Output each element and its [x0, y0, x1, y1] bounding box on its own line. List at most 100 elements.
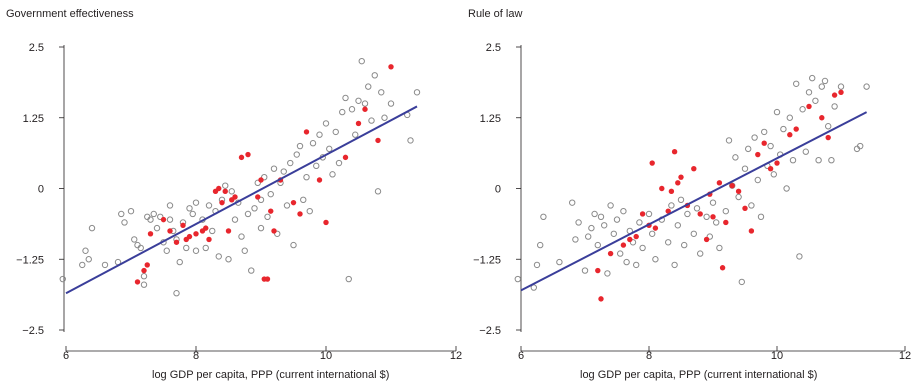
data-point-highlight	[141, 267, 147, 274]
data-point-open	[313, 162, 320, 170]
data-point-open	[267, 190, 274, 198]
data-point-open	[348, 106, 356, 113]
data-point-highlight	[144, 262, 150, 268]
data-point-open	[684, 210, 691, 218]
data-point-open	[636, 219, 643, 226]
data-point-open	[857, 142, 864, 150]
data-point-open	[556, 258, 563, 266]
data-point-open	[264, 213, 271, 221]
y-tick-label: −1.25	[16, 254, 44, 266]
x-tick-label: 12	[450, 350, 462, 362]
data-point-open	[183, 244, 190, 252]
data-point-open	[153, 224, 161, 232]
data-point-open	[735, 193, 742, 201]
data-point-open	[163, 247, 170, 254]
data-point-highlight	[665, 208, 671, 214]
data-point-highlight	[742, 205, 748, 212]
data-point-highlight	[255, 194, 261, 200]
data-point-open	[270, 165, 278, 172]
data-point-open	[231, 216, 239, 223]
data-point-open	[639, 244, 646, 252]
data-point-open	[176, 258, 183, 266]
data-point-open	[677, 196, 685, 204]
data-point-open	[101, 261, 109, 269]
data-point-open	[274, 230, 281, 237]
data-point-highlight	[342, 154, 349, 161]
data-point-open	[620, 207, 627, 215]
data-point-open	[374, 188, 382, 195]
data-point-highlight	[160, 216, 167, 223]
data-point-open	[316, 131, 323, 138]
data-point-open	[751, 134, 758, 141]
data-point-open	[293, 151, 300, 158]
chart-title: Government effectiveness	[6, 8, 134, 20]
data-point-highlight	[186, 233, 193, 240]
data-point-open	[796, 253, 803, 260]
data-point-open	[617, 250, 624, 257]
data-point-open	[537, 241, 544, 249]
data-point-highlight	[735, 188, 742, 195]
data-point-highlight	[225, 228, 232, 234]
data-point-open	[381, 114, 388, 121]
data-point-highlight	[793, 126, 799, 132]
data-point-highlight	[268, 208, 274, 214]
data-point-open	[365, 83, 372, 90]
data-point-highlight	[691, 165, 697, 172]
data-point-open	[131, 236, 138, 243]
data-point-highlight	[193, 231, 199, 237]
data-point-highlight	[355, 120, 362, 127]
data-point-open	[118, 210, 125, 218]
data-point-open	[215, 253, 222, 260]
data-point-open	[802, 148, 809, 155]
data-point-open	[332, 128, 339, 136]
data-point-highlight	[767, 165, 774, 172]
data-point-highlight	[659, 185, 665, 192]
data-point-open	[837, 83, 845, 90]
fit-line	[520, 111, 868, 292]
data-point-open	[222, 182, 229, 189]
data-point-open	[748, 202, 755, 209]
data-point-open	[591, 210, 598, 218]
data-point-open	[140, 273, 148, 280]
data-point-highlight	[607, 250, 614, 257]
data-point-open	[309, 140, 317, 147]
data-point-open	[780, 125, 787, 133]
data-point-open	[186, 205, 193, 212]
data-point-highlight	[806, 103, 812, 110]
data-point-open	[254, 179, 261, 187]
data-point-highlight	[264, 276, 271, 282]
data-point-open	[649, 230, 656, 237]
data-point-open	[59, 275, 66, 283]
data-point-open	[594, 241, 602, 249]
data-point-open	[863, 83, 870, 90]
data-point-open	[613, 216, 621, 223]
data-point-highlight	[323, 219, 329, 226]
data-point-open	[127, 207, 135, 215]
data-point-open	[342, 94, 349, 102]
data-point-open	[189, 210, 196, 218]
data-point-open	[261, 173, 268, 181]
y-tick-label: −1.25	[473, 254, 501, 266]
data-point-open	[290, 241, 297, 249]
x-tick-label: 10	[320, 350, 332, 362]
y-tick-label: −2.5	[22, 325, 44, 337]
data-point-open	[633, 261, 640, 269]
y-tick-label: 1.25	[23, 113, 44, 125]
data-point-open	[322, 120, 330, 127]
data-point-highlight	[297, 211, 303, 217]
data-point-open	[693, 205, 701, 212]
x-tick-label: 6	[63, 350, 69, 362]
data-point-open	[607, 202, 614, 209]
x-tick-label: 10	[771, 350, 783, 362]
data-point-open	[828, 157, 835, 164]
data-point-open	[770, 171, 777, 178]
data-point-open	[821, 77, 829, 85]
data-point-open	[303, 173, 310, 181]
x-tick-label: 8	[646, 350, 652, 362]
data-point-highlight	[675, 180, 681, 186]
data-point-open	[793, 80, 800, 87]
data-point-open	[754, 176, 761, 184]
data-point-open	[140, 281, 148, 288]
data-point-open	[706, 233, 714, 240]
chart-panel-government-effectiveness: Government effectiveness 2.5 1.25 0 −1.25 −2…	[0, 0, 462, 387]
